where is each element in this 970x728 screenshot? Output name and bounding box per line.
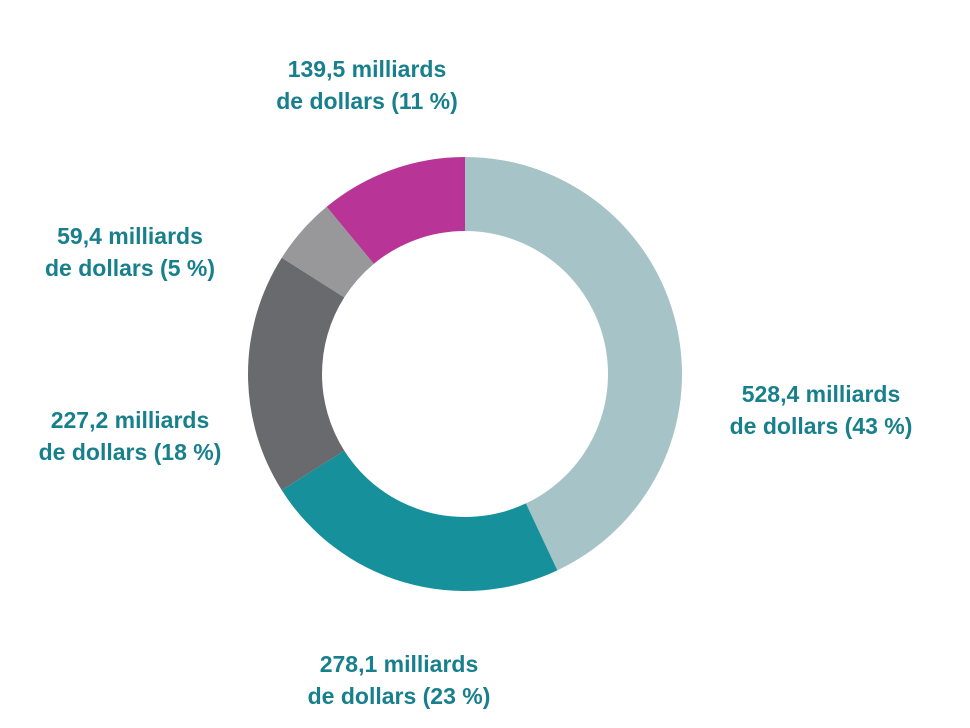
segment-label-18pct: 227,2 milliards de dollars (18 %) — [39, 404, 222, 468]
segment-label-line1: 528,4 milliards — [741, 381, 901, 407]
segment-label-11pct: 139,5 milliards de dollars (11 %) — [276, 53, 458, 117]
segment-label-line1: 139,5 milliards — [287, 56, 447, 82]
segment-label-line2: de dollars (23 %) — [307, 683, 491, 709]
segment-label-line2: de dollars (18 %) — [38, 439, 222, 465]
segment-label-line2: de dollars (43 %) — [729, 413, 913, 439]
segment-label-line2: de dollars (5 %) — [45, 255, 215, 281]
donut-segment-11pct — [326, 157, 465, 264]
segment-label-5pct: 59,4 milliards de dollars (5 %) — [45, 220, 215, 284]
donut-segment-5pct — [281, 206, 374, 298]
segment-label-line2: de dollars (11 %) — [276, 88, 458, 114]
donut-segment-43pct — [465, 157, 683, 571]
segment-label-43pct: 528,4 milliards de dollars (43 %) — [730, 378, 913, 442]
segment-label-line1: 59,4 milliards — [57, 223, 203, 249]
donut-segment-18pct — [248, 257, 345, 491]
donut-segment-23pct — [281, 450, 558, 591]
segment-label-line1: 227,2 milliards — [50, 407, 210, 433]
segment-label-23pct: 278,1 milliards de dollars (23 %) — [308, 648, 491, 712]
segment-label-line1: 278,1 milliards — [319, 651, 479, 677]
